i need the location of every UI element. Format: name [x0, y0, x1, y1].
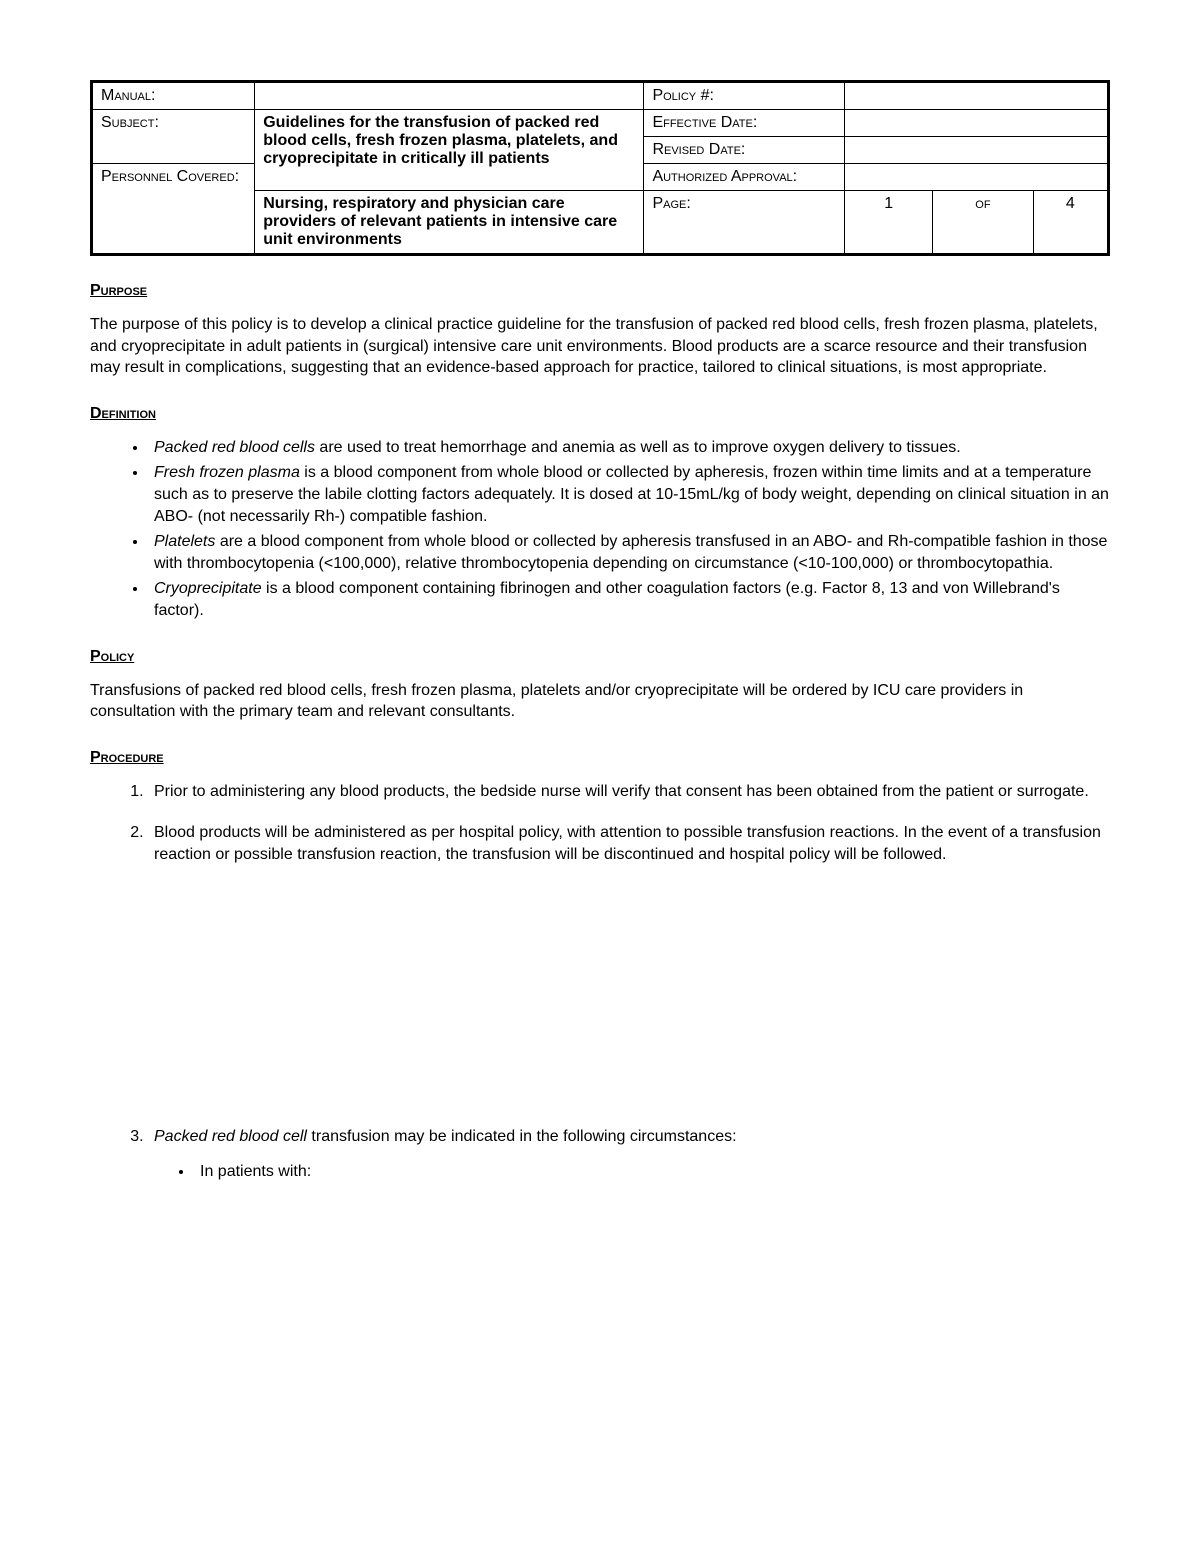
value-page-total: 4	[1033, 191, 1108, 255]
definition-term: Fresh frozen plasma	[154, 464, 300, 481]
definition-item: Platelets are a blood component from who…	[148, 531, 1110, 574]
procedure-list: Prior to administering any blood product…	[90, 781, 1110, 1183]
procedure-item: Prior to administering any blood product…	[148, 781, 1110, 803]
procedure-term: Packed red blood cell	[154, 1128, 307, 1145]
header-table: Manual: Policy #: Subject: Guidelines fo…	[90, 80, 1110, 256]
label-personnel: Personnel Covered:	[92, 164, 255, 255]
definition-rest: are used to treat hemorrhage and anemia …	[315, 439, 961, 456]
page-container: Manual: Policy #: Subject: Guidelines fo…	[0, 0, 1200, 1263]
heading-purpose: Purpose	[90, 282, 1110, 300]
value-personnel: Nursing, respiratory and physician care …	[255, 191, 644, 255]
value-revised	[845, 137, 1109, 164]
value-page-current: 1	[845, 191, 933, 255]
label-of: of	[933, 191, 1033, 255]
value-authorized	[845, 164, 1109, 191]
label-manual: Manual:	[92, 82, 255, 110]
definition-term: Packed red blood cells	[154, 439, 315, 456]
label-revised: Revised Date:	[644, 137, 845, 164]
value-effective	[845, 110, 1109, 137]
value-policy-no	[845, 82, 1109, 110]
value-manual	[255, 82, 644, 110]
heading-definition: Definition	[90, 405, 1110, 423]
procedure-item: Packed red blood cell transfusion may be…	[148, 1126, 1110, 1183]
procedure-rest: transfusion may be indicated in the foll…	[307, 1128, 737, 1145]
label-subject: Subject:	[92, 110, 255, 164]
label-effective: Effective Date:	[644, 110, 845, 137]
value-subject: Guidelines for the transfusion of packed…	[255, 110, 644, 191]
definition-list: Packed red blood cells are used to treat…	[90, 437, 1110, 622]
definition-item: Packed red blood cells are used to treat…	[148, 437, 1110, 459]
heading-policy: Policy	[90, 648, 1110, 666]
label-authorized: Authorized Approval:	[644, 164, 845, 191]
definition-term: Cryoprecipitate	[154, 580, 262, 597]
heading-procedure: Procedure	[90, 749, 1110, 767]
procedure-text: Prior to administering any blood product…	[154, 783, 1089, 800]
definition-item: Fresh frozen plasma is a blood component…	[148, 462, 1110, 527]
definition-rest: are a blood component from whole blood o…	[154, 533, 1107, 572]
label-page: Page:	[644, 191, 845, 255]
procedure-text: Blood products will be administered as p…	[154, 824, 1101, 863]
definition-item: Cryoprecipitate is a blood component con…	[148, 578, 1110, 621]
text-policy: Transfusions of packed red blood cells, …	[90, 680, 1110, 723]
definition-term: Platelets	[154, 533, 215, 550]
label-policy-no: Policy #:	[644, 82, 845, 110]
procedure-item: Blood products will be administered as p…	[148, 822, 1110, 865]
definition-rest: is a blood component containing fibrinog…	[154, 580, 1060, 619]
text-purpose: The purpose of this policy is to develop…	[90, 314, 1110, 379]
procedure-sublist: In patients with:	[154, 1161, 1110, 1183]
procedure-subitem: In patients with:	[194, 1161, 1110, 1183]
